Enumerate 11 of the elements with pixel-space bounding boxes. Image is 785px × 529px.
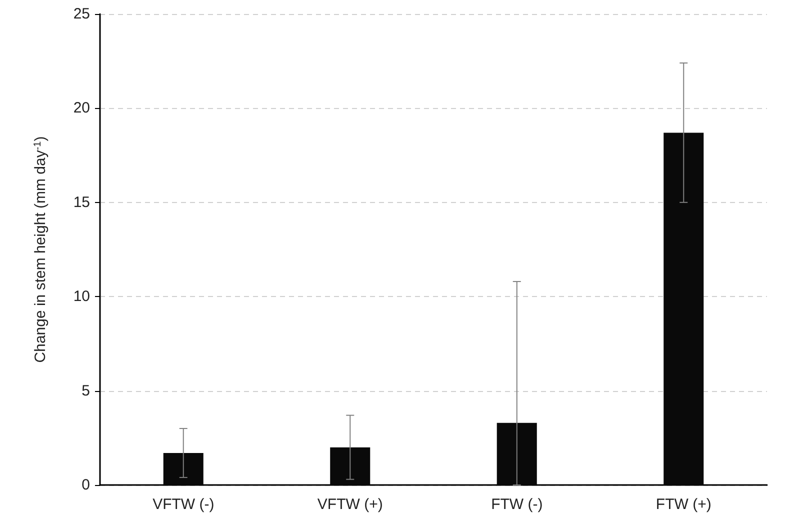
y-tick-label: 20 [73,100,90,117]
y-tick-label: 15 [73,194,90,211]
x-tick-label: VFTW (+) [317,496,383,513]
y-axis-title: Change in stem height (mm day-1) [32,136,49,363]
y-tick-label: 25 [73,6,90,22]
x-tick-label: VFTW (-) [152,496,214,513]
x-tick-label: FTW (+) [656,496,712,513]
y-tick-label: 0 [82,476,90,494]
x-tick-label: FTW (-) [491,496,543,513]
y-tick-label: 10 [73,288,90,306]
y-tick-label: 5 [82,382,90,400]
